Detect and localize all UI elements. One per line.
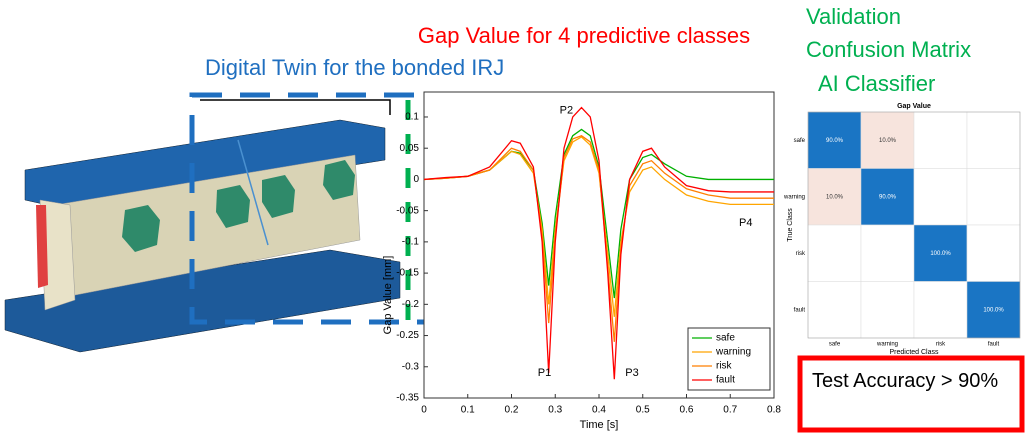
y-tick-label: -0.2 — [402, 299, 420, 310]
y-tick-label: -0.15 — [396, 268, 419, 279]
cell — [913, 224, 968, 282]
x-tick-label: safe — [829, 342, 841, 348]
cell — [807, 111, 862, 169]
y-tick-label: -0.05 — [396, 205, 419, 216]
x-tick-label: 0.3 — [548, 405, 562, 416]
y-axis-label: True Class — [787, 208, 794, 242]
legend-label: risk — [716, 361, 733, 372]
annotation: P4 — [739, 217, 752, 229]
x-tick-label: risk — [936, 342, 946, 348]
series-line — [423, 106, 774, 380]
cell-label: 10.0% — [826, 194, 844, 200]
y-tick-label: -0.3 — [402, 361, 420, 372]
y-tick-label: warning — [783, 194, 805, 200]
y-tick-label: 0.05 — [400, 143, 420, 154]
legend-label: safe — [716, 333, 735, 344]
right-title: AI Classifier — [818, 71, 935, 96]
right-title: Confusion Matrix — [806, 37, 971, 62]
left-title: Digital Twin for the bonded IRJ — [205, 55, 504, 80]
rail-illustration — [4, 119, 401, 353]
cell — [860, 111, 915, 169]
x-tick-label: 0 — [421, 405, 427, 416]
cell — [966, 111, 1021, 169]
accuracy-box — [797, 355, 1025, 433]
cell — [966, 224, 1021, 282]
center-title: Gap Value for 4 predictive classes — [418, 23, 750, 48]
y-tick-label: risk — [796, 251, 806, 257]
legend-label: warning — [715, 347, 751, 358]
x-tick-label: 0.5 — [636, 405, 650, 416]
x-tick-label: 0.4 — [592, 405, 606, 416]
y-tick-label: -0.35 — [396, 393, 419, 404]
x-tick-label: warning — [876, 342, 898, 348]
x-tick-label: 0.2 — [505, 405, 519, 416]
cell-label: 100.0% — [983, 307, 1004, 313]
y-tick-label: 0 — [413, 174, 419, 185]
annotation: P1 — [538, 367, 551, 379]
series-line — [423, 134, 774, 342]
y-tick-label: -0.25 — [396, 330, 419, 341]
accuracy-wrap: Test Accuracy > 90% — [812, 370, 999, 392]
heatmap-title: Gap Value — [897, 103, 931, 110]
x-tick-label: 0.1 — [461, 405, 475, 416]
x-tick-label: 0.6 — [680, 405, 694, 416]
annotation: P2 — [560, 105, 573, 117]
cell — [913, 168, 968, 226]
annotation: P3 — [625, 367, 638, 379]
cell — [913, 281, 968, 339]
cell-label: 90.0% — [879, 194, 897, 200]
cell — [913, 111, 968, 169]
y-tick-label: -0.1 — [402, 237, 420, 248]
x-tick-label: 0.7 — [723, 405, 737, 416]
legend-label: fault — [716, 375, 735, 386]
heatmap-frame — [807, 111, 1021, 339]
cell — [966, 168, 1021, 226]
cell — [807, 281, 862, 339]
cell — [860, 224, 915, 282]
cell — [807, 224, 862, 282]
cell-label: 100.0% — [930, 251, 951, 257]
y-axis-label: Gap Value [mm] — [382, 256, 394, 335]
x-tick-label: 0.8 — [767, 405, 781, 416]
cell — [966, 281, 1021, 339]
y-tick-label: 0.1 — [405, 112, 419, 123]
y-tick-label: fault — [794, 307, 806, 313]
x-axis-label: Predicted Class — [889, 349, 939, 356]
cell-label: 90.0% — [826, 138, 844, 144]
series-line — [423, 136, 774, 317]
x-tick-label: fault — [988, 342, 1000, 348]
cell-label: 10.0% — [879, 138, 897, 144]
cell — [860, 281, 915, 339]
y-tick-label: safe — [794, 138, 806, 144]
accuracy-text: Test Accuracy > 90% — [812, 370, 999, 392]
bracket — [200, 99, 391, 115]
right-title: Validation — [806, 4, 901, 29]
x-axis-label: Time [s] — [580, 419, 619, 431]
